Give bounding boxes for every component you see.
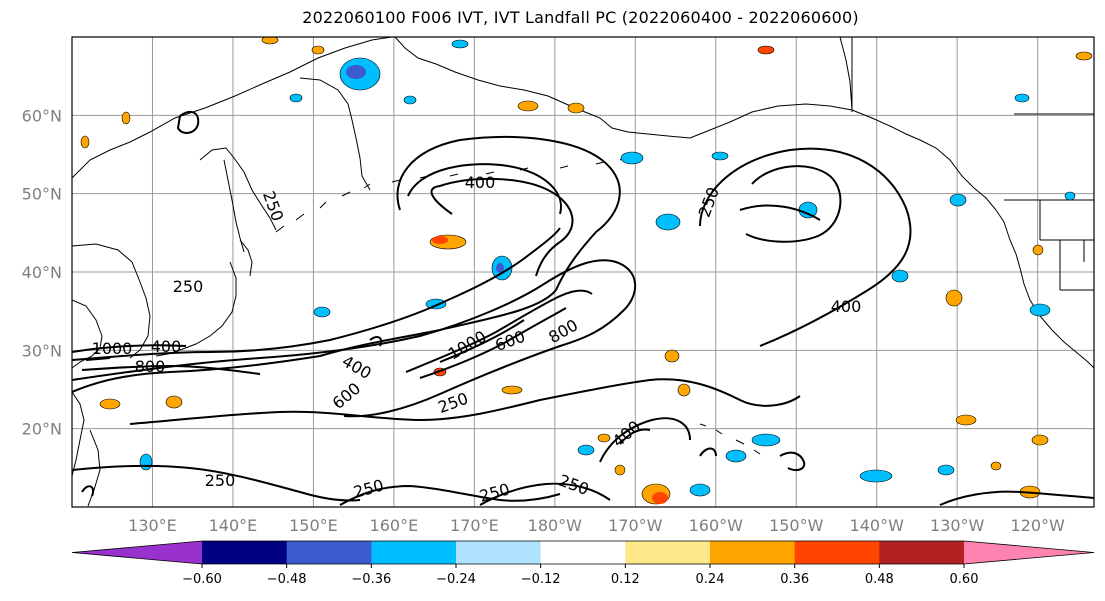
colorbar-segment	[202, 541, 288, 564]
contour-label: 250	[205, 471, 236, 490]
colorbar-tick-label: −0.24	[436, 572, 476, 587]
lon-label: 120°W	[1010, 516, 1065, 535]
colorbar-tick-label: −0.48	[267, 572, 307, 587]
latitude-labels: 60°N 50°N 40°N 30°N 20°N	[22, 106, 62, 438]
lat-label: 30°N	[22, 341, 62, 360]
colorbar-segment	[540, 541, 626, 564]
colorbar-segment	[625, 541, 711, 564]
graticule	[72, 37, 1094, 507]
lon-label: 130°W	[930, 516, 985, 535]
colorbar-tick-label: 0.24	[696, 572, 725, 587]
contour-label: 250	[173, 277, 204, 296]
lat-label: 50°N	[22, 185, 62, 204]
lon-label: 140°E	[209, 516, 258, 535]
lon-label: 150°E	[289, 516, 338, 535]
lat-label: 20°N	[22, 420, 62, 439]
colorbar-tick-label: −0.12	[521, 572, 561, 587]
contour-label: 1000	[92, 339, 133, 358]
colorbar-segment	[879, 541, 965, 564]
colorbar-tick-label: 0.12	[611, 572, 640, 587]
lat-label: 60°N	[22, 106, 62, 125]
colorbar-segment	[710, 541, 796, 564]
shaded-anomaly-patches	[80, 37, 1093, 505]
contour-label: 400	[151, 337, 182, 356]
lon-label: 160°E	[370, 516, 419, 535]
longitude-labels: 130°E 140°E 150°E 160°E 170°E 180°W 170°W 160°W…	[128, 516, 1065, 535]
colorbar-segment	[371, 541, 457, 564]
colorbar-tick-label: 0.60	[950, 572, 979, 587]
lon-label: 180°W	[528, 516, 583, 535]
colorbar-tick-label: 0.36	[780, 572, 809, 587]
colorbar-segment	[794, 541, 880, 564]
contour-label: 800	[135, 357, 166, 376]
lon-label: 130°E	[128, 516, 177, 535]
contour-label: 400	[831, 297, 862, 316]
colorbar-segment	[286, 541, 372, 564]
colorbar-segment	[456, 541, 542, 564]
lon-label: 140°W	[850, 516, 905, 535]
map-border	[71, 36, 1095, 508]
lon-label: 150°W	[769, 516, 824, 535]
lon-label: 170°E	[450, 516, 499, 535]
colorbar-extend-low	[72, 541, 202, 564]
lat-label: 40°N	[22, 263, 62, 282]
map-title: 2022060100 F006 IVT, IVT Landfall PC (20…	[302, 8, 859, 27]
colorbar-tick-label: −0.60	[182, 572, 222, 587]
lon-label: 160°W	[689, 516, 744, 535]
colorbar-tick-label: 0.48	[865, 572, 894, 587]
colorbar-tick-label: −0.36	[351, 572, 391, 587]
colorbar-extend-high	[964, 541, 1094, 564]
colorbar: −0.60 −0.48 −0.36 −0.24 −0.12 0.12 0.24 0.36 0.4…	[71, 540, 1095, 587]
coastlines	[72, 37, 1094, 507]
lon-label: 170°W	[608, 516, 663, 535]
ivt-contours	[72, 110, 1094, 506]
contour-label: 400	[465, 173, 496, 192]
